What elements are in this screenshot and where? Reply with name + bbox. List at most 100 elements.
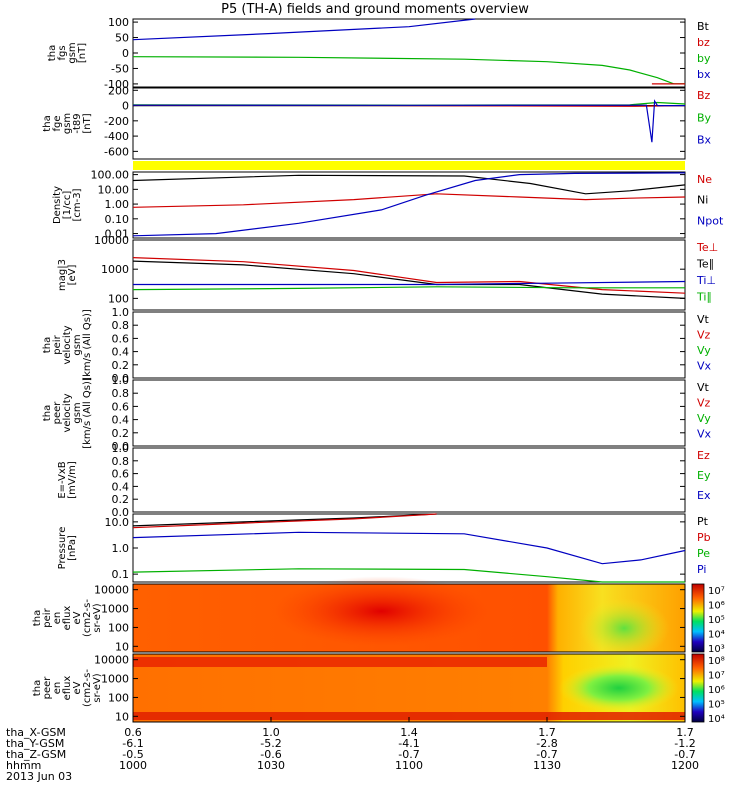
y-axis-label: [eV]	[67, 265, 78, 286]
y-tick-label: 0.2	[112, 359, 130, 372]
y-axis-label: E=-VxB	[57, 461, 68, 498]
y-axis-label: tha	[47, 45, 58, 61]
y-tick-label: 10000	[94, 654, 129, 667]
y-axis-label: gsm	[72, 334, 83, 355]
series-line	[132, 286, 685, 291]
chart-title: P5 (TH-A) fields and ground moments over…	[221, 2, 529, 17]
plot-frame	[132, 447, 686, 513]
x-tick-label: 1.4	[400, 726, 418, 739]
y-tick-label: 0	[122, 47, 129, 60]
y-tick-label: 0.1	[112, 568, 130, 581]
colorbar-tick-label: 10⁶	[708, 685, 725, 696]
y-axis-label: tha	[32, 680, 43, 696]
y-axis-label: -t89	[72, 113, 83, 133]
y-tick-label: 0.4	[112, 480, 130, 493]
legend-entry: Vz	[697, 397, 711, 410]
x-tick-label: 1000	[119, 759, 147, 772]
y-tick-label: 1000	[101, 263, 129, 276]
panel-fgs: 100 50 0 -50 -100 tha fgs gsm [nT] Bt bz by bx	[47, 16, 711, 91]
legend-entry: Vt	[697, 381, 710, 394]
y-tick-label: -100	[104, 78, 129, 91]
colorbar-tick-label: 10⁷	[708, 671, 725, 682]
legend-entry: Ex	[697, 489, 711, 502]
y-tick-label: 10000	[94, 584, 129, 597]
y-tick-label: 1.0	[112, 306, 130, 319]
legend-entry: Pi	[697, 563, 706, 576]
y-axis-label: Pressure	[57, 527, 68, 570]
x-tick-label: -0.7	[398, 748, 419, 761]
legend-entry: Vz	[697, 329, 711, 342]
legend-entry: Npot	[697, 214, 724, 227]
y-axis-label: en	[52, 682, 63, 695]
colorbar-tick-label: 10⁴	[708, 714, 725, 725]
y-tick-label: 0	[122, 100, 129, 113]
x-tick-label: -0.7	[536, 748, 557, 761]
y-axis-label: [cm-3]	[72, 188, 83, 221]
y-axis-label: fge	[52, 115, 63, 131]
y-axis-label: tha	[42, 337, 53, 353]
series-line	[133, 280, 686, 286]
series-line	[132, 193, 686, 208]
series-line	[132, 174, 686, 195]
y-tick-label: 100	[108, 691, 129, 704]
y-tick-label: 0.0	[112, 372, 130, 385]
y-tick-label: -200	[104, 115, 129, 128]
x-tick-label: -5.2	[260, 737, 281, 750]
series-line	[132, 531, 686, 565]
y-tick-label: 0.4	[112, 414, 130, 427]
y-tick-label: 0.8	[112, 455, 130, 468]
y-tick-label: 100	[108, 621, 129, 634]
y-tick-label: 0.8	[112, 319, 130, 332]
y-tick-label: 0.6	[112, 400, 130, 413]
y-tick-label: 100	[108, 292, 129, 305]
y-axis-label: Density	[52, 186, 63, 224]
legend-entry: Vt	[697, 313, 710, 326]
colorbar	[691, 653, 705, 723]
y-axis-label: [nPa]	[67, 535, 78, 561]
y-axis-label: eflux	[62, 676, 73, 701]
y-tick-label: 0.01	[105, 228, 130, 241]
y-tick-label: -600	[104, 145, 129, 158]
panel-fge: 200 0 -200 -400 -600 tha fge gsm -t89 [nT] Bz By Bx	[42, 84, 712, 160]
y-axis-label: eflux	[62, 606, 73, 631]
y-tick-label: 1.0	[112, 442, 130, 455]
y-tick-label: 0.0	[112, 440, 130, 453]
panel-ele_spec: 10⁸ 10⁷ 10⁶ 10⁵ 10⁴ 10000 1000 100 10 tha peer en ef…	[32, 653, 725, 725]
y-axis-label: [mV/m]	[67, 461, 78, 499]
legend-entry: Vx	[697, 428, 712, 441]
series-line	[132, 260, 686, 299]
y-tick-label: 1.00	[105, 198, 130, 211]
legend-entry: Vy	[697, 412, 711, 425]
y-axis-label: peir	[42, 607, 53, 627]
colorbar-tick-label: 10⁷	[708, 586, 725, 597]
ion-flux-low	[579, 598, 670, 659]
y-tick-label: 1.0	[112, 374, 130, 387]
y-tick-label: 0.10	[105, 213, 130, 226]
x-row-label: tha_Z-GSM	[6, 748, 66, 761]
y-axis-label: (cm2-s-	[82, 669, 93, 707]
y-tick-label: 10	[115, 710, 129, 723]
y-tick-label: 10	[115, 640, 129, 653]
x-tick-label: -6.1	[122, 737, 143, 750]
electron-band-high	[133, 657, 547, 667]
x-row-label: tha_X-GSM	[6, 726, 66, 739]
y-axis-label: tha	[32, 610, 43, 626]
legend-entry: Bt	[697, 20, 710, 33]
electron-band-low	[133, 712, 685, 720]
y-tick-label: -400	[104, 130, 129, 143]
y-tick-label: 100.00	[91, 169, 130, 182]
x-tick-label: -4.1	[398, 737, 419, 750]
colorbar-tick-label: 10⁸	[708, 656, 725, 667]
y-axis-label: eV	[72, 611, 83, 624]
x-tick-label: -0.6	[260, 748, 281, 761]
plot-frame	[132, 239, 686, 311]
y-axis-label: peer	[52, 401, 63, 425]
series-line	[132, 513, 437, 529]
plot-frame	[132, 379, 686, 447]
y-axis-label: eV	[72, 681, 83, 694]
y-axis-label: [nT]	[82, 113, 93, 133]
series-line	[132, 568, 685, 583]
